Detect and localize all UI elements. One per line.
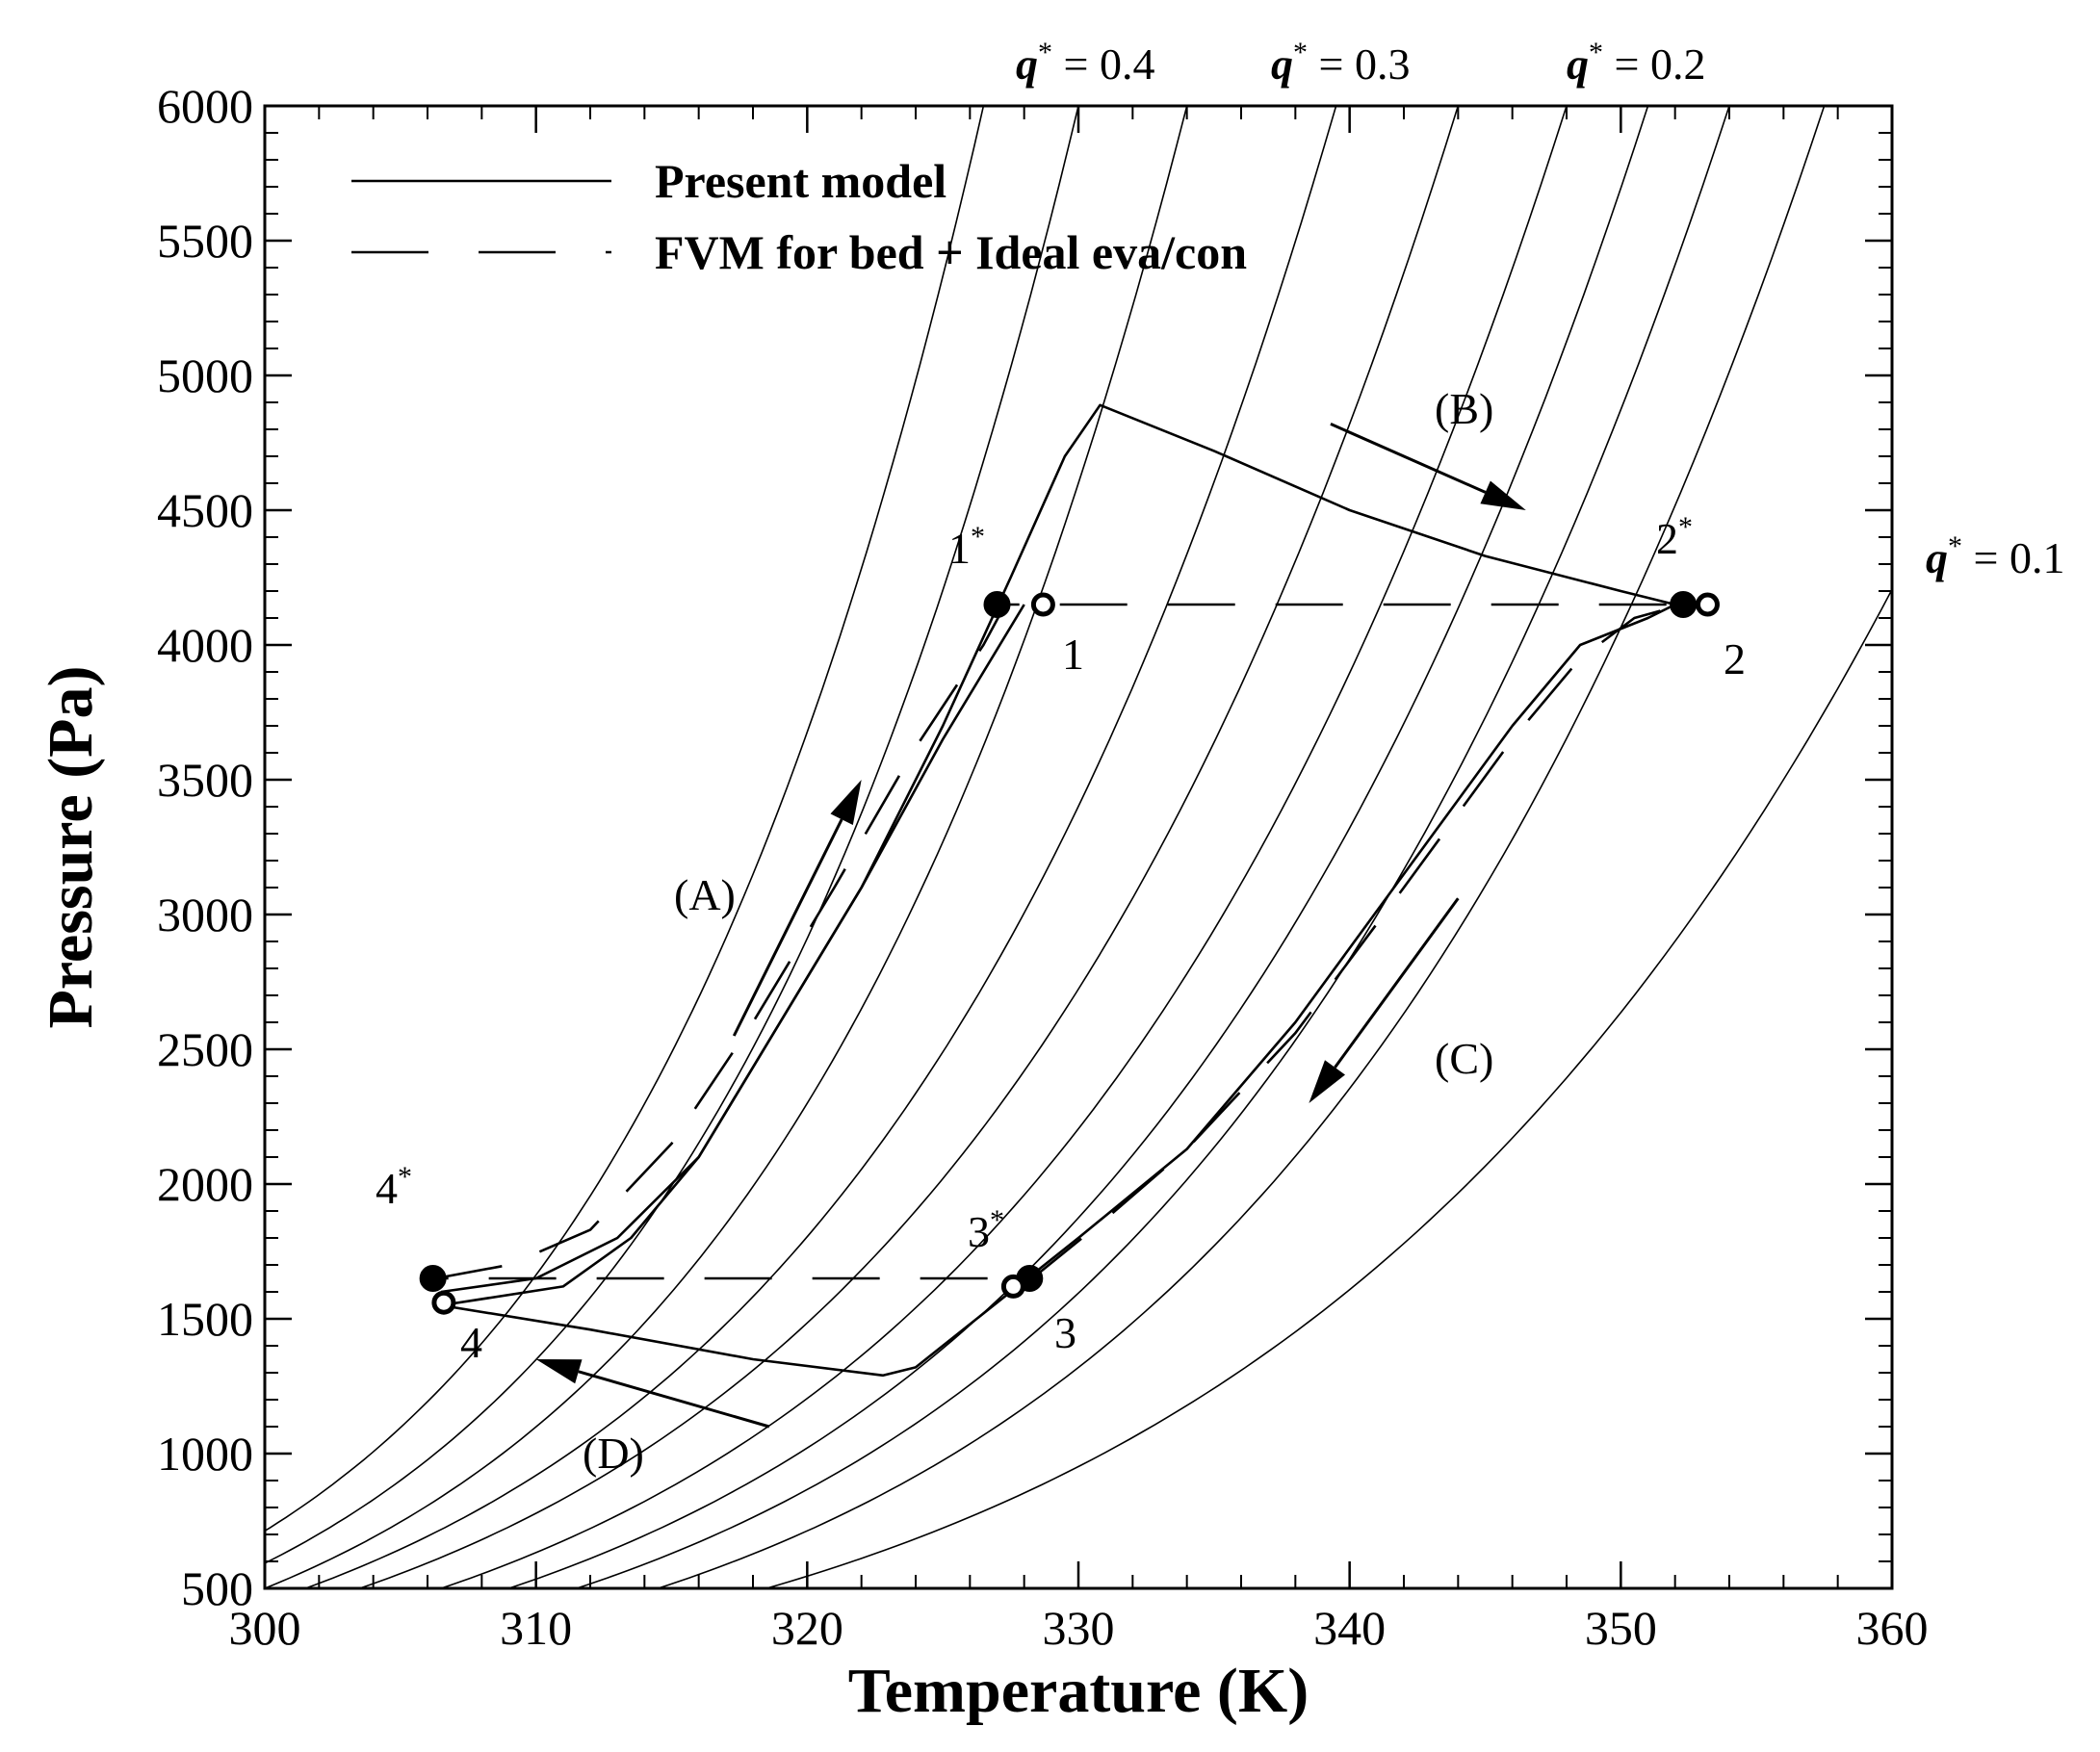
state-label-4-star: 4* bbox=[376, 1161, 412, 1213]
y-tick-label: 4500 bbox=[157, 483, 253, 537]
arrow-B-head bbox=[1480, 480, 1526, 510]
state-markers bbox=[419, 591, 1720, 1315]
legend: Present model FVM for bed + Ideal eva/co… bbox=[351, 154, 1247, 279]
cycle-series bbox=[435, 403, 1685, 1378]
arrow-B-shaft bbox=[1330, 423, 1487, 494]
process-label-D: (D) bbox=[583, 1429, 644, 1478]
series-fvm-line bbox=[435, 603, 1685, 1280]
isostere-line bbox=[265, 106, 1079, 1564]
state-label-4: 4 bbox=[460, 1318, 482, 1367]
state-marker-3 bbox=[1000, 1274, 1025, 1299]
isostere-line bbox=[265, 106, 1188, 1588]
x-tick-label: 320 bbox=[771, 1601, 843, 1655]
state-label-3: 3 bbox=[1054, 1308, 1076, 1357]
x-tick-label: 310 bbox=[500, 1601, 572, 1655]
state-label-1: 1 bbox=[1062, 630, 1084, 679]
y-tick-label: 5500 bbox=[157, 214, 253, 268]
process-arrows bbox=[535, 423, 1526, 1429]
y-tick-label: 500 bbox=[181, 1561, 253, 1615]
isostere-line bbox=[655, 106, 1826, 1588]
state-marker-1-star bbox=[983, 591, 1011, 618]
isostere-label-q01: q* = 0.1 bbox=[1926, 530, 2064, 582]
y-tick-label: 1000 bbox=[157, 1427, 253, 1481]
isostere-label-q03: q* = 0.3 bbox=[1271, 37, 1410, 89]
y-tick-label: 3000 bbox=[157, 888, 253, 941]
isostere-line bbox=[265, 106, 985, 1533]
state-marker-4 bbox=[431, 1290, 456, 1315]
legend-entry-present-model: Present model bbox=[655, 154, 946, 208]
arrow-C-shaft bbox=[1334, 897, 1460, 1069]
isostere-line bbox=[574, 106, 1730, 1588]
y-tick-label: 2000 bbox=[157, 1157, 253, 1211]
y-tick-label: 6000 bbox=[157, 79, 253, 133]
isostere-line bbox=[506, 106, 1649, 1588]
y-axis-title: Pressure (Pa) bbox=[36, 666, 106, 1029]
y-tick-label: 5000 bbox=[157, 348, 253, 402]
x-tick-label: 300 bbox=[229, 1601, 301, 1655]
series-present-model-line bbox=[440, 604, 1025, 1294]
state-label-2-star: 2* bbox=[1656, 511, 1693, 563]
state-marker-2 bbox=[1695, 592, 1720, 617]
state-label-1-star: 1* bbox=[948, 521, 985, 573]
isostere-line bbox=[357, 106, 1460, 1588]
isostere-label-q04: q* = 0.4 bbox=[1016, 37, 1154, 89]
y-tick-label: 2500 bbox=[157, 1022, 253, 1076]
arrow-D-shaft bbox=[578, 1370, 770, 1429]
isostere-lines bbox=[265, 106, 1892, 1588]
isostere-line bbox=[438, 106, 1568, 1588]
arrow-D-head bbox=[535, 1359, 583, 1384]
arrow-A-head bbox=[830, 780, 862, 825]
state-marker-1 bbox=[1030, 592, 1055, 617]
isostere-line bbox=[302, 106, 1337, 1588]
plot-frame bbox=[263, 104, 1894, 1590]
process-label-C: (C) bbox=[1435, 1034, 1493, 1083]
y-tick-label: 1500 bbox=[157, 1292, 253, 1346]
axis-ticks: 300 310 320 330 340 350 3605001000150020002500… bbox=[157, 79, 1929, 1655]
y-tick-label: 4000 bbox=[157, 618, 253, 672]
x-tick-label: 340 bbox=[1313, 1601, 1386, 1655]
x-tick-label: 360 bbox=[1856, 1601, 1929, 1655]
state-marker-4-star bbox=[419, 1265, 447, 1292]
state-label-2: 2 bbox=[1724, 634, 1746, 683]
state-label-3-star: 3* bbox=[968, 1204, 1004, 1256]
isostere-label-q02: q* = 0.2 bbox=[1567, 37, 1705, 89]
x-axis-title: Temperature (K) bbox=[848, 1656, 1309, 1726]
process-label-A: (A) bbox=[674, 870, 736, 919]
x-tick-label: 350 bbox=[1585, 1601, 1657, 1655]
process-label-B: (B) bbox=[1435, 384, 1493, 433]
legend-entry-fvm: FVM for bed + Ideal eva/con bbox=[655, 225, 1247, 279]
x-tick-label: 330 bbox=[1043, 1601, 1115, 1655]
y-tick-label: 3500 bbox=[157, 753, 253, 807]
state-marker-2-star bbox=[1670, 591, 1698, 618]
arrow-C-head bbox=[1309, 1060, 1345, 1103]
arrow-A-shaft bbox=[732, 818, 843, 1037]
isostere-line bbox=[764, 587, 1892, 1588]
